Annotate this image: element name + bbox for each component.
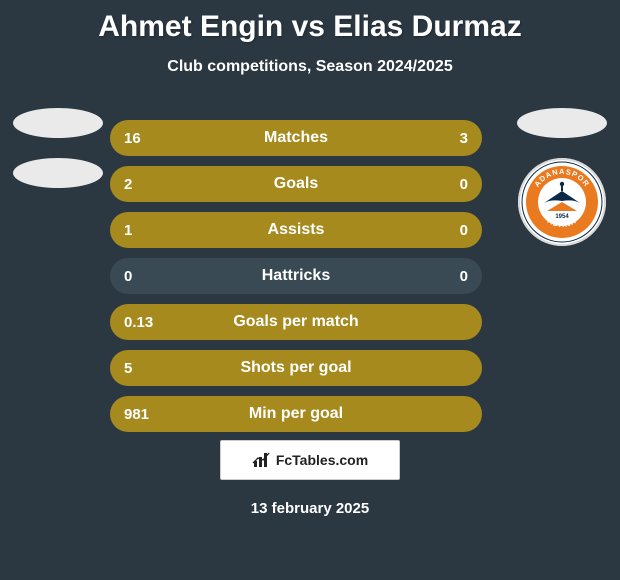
stat-label: Assists xyxy=(110,221,482,239)
stat-row: 1Assists0 xyxy=(110,212,482,248)
stat-value-right: 0 xyxy=(460,222,468,239)
stat-value-right: 0 xyxy=(460,176,468,193)
stat-label: Goals per match xyxy=(110,313,482,331)
page-title: Ahmet Engin vs Elias Durmaz xyxy=(0,0,620,44)
player-avatar-placeholder xyxy=(13,158,103,188)
stat-row: 0Hattricks0 xyxy=(110,258,482,294)
stat-label: Min per goal xyxy=(110,405,482,423)
chart-icon xyxy=(252,451,272,469)
player-avatar-placeholder xyxy=(517,108,607,138)
right-player-column: ADANASPOR ADANA 1954 xyxy=(512,108,612,246)
stat-label: Hattricks xyxy=(110,267,482,285)
date-text: 13 february 2025 xyxy=(0,500,620,517)
stat-row: 981Min per goal xyxy=(110,396,482,432)
stat-label: Matches xyxy=(110,129,482,147)
stat-value-right: 3 xyxy=(460,130,468,147)
stat-row: 5Shots per goal xyxy=(110,350,482,386)
stat-label: Shots per goal xyxy=(110,359,482,377)
stat-row: 0.13Goals per match xyxy=(110,304,482,340)
left-player-column xyxy=(8,108,108,188)
svg-text:1954: 1954 xyxy=(555,214,569,220)
stat-label: Goals xyxy=(110,175,482,193)
player-avatar-placeholder xyxy=(13,108,103,138)
footer-brand-text: FcTables.com xyxy=(276,452,368,468)
stat-rows: 16Matches32Goals01Assists00Hattricks00.1… xyxy=(110,120,482,442)
club-badge: ADANASPOR ADANA 1954 xyxy=(518,158,606,246)
subtitle: Club competitions, Season 2024/2025 xyxy=(0,58,620,76)
stat-value-right: 0 xyxy=(460,268,468,285)
stat-row: 2Goals0 xyxy=(110,166,482,202)
stat-row: 16Matches3 xyxy=(110,120,482,156)
footer-brand-box[interactable]: FcTables.com xyxy=(220,440,400,480)
